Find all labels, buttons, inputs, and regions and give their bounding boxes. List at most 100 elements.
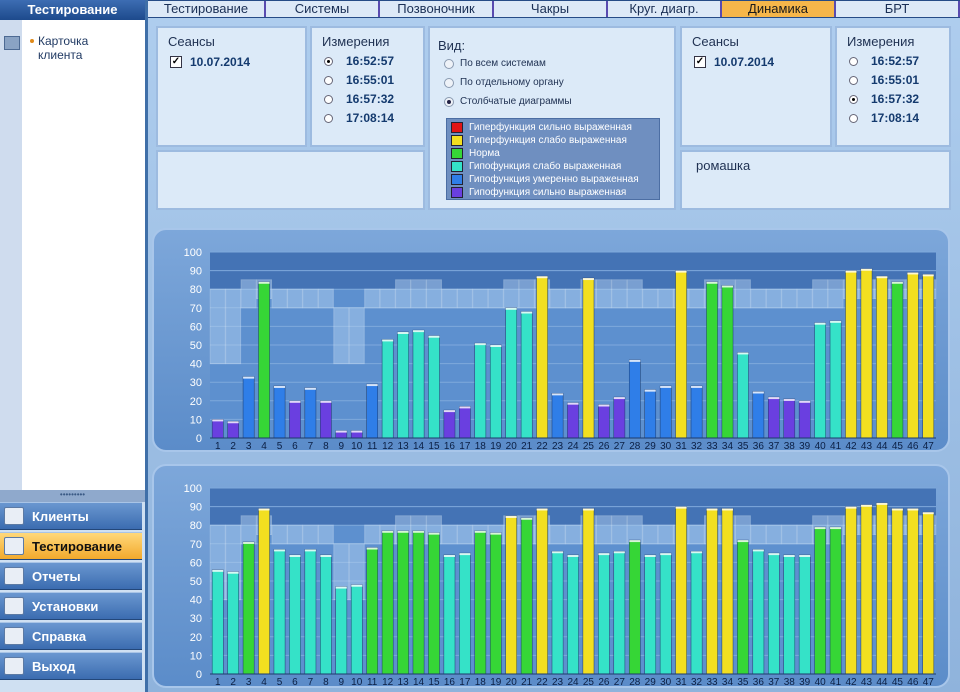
bar[interactable]: [767, 396, 780, 439]
bar[interactable]: [505, 307, 518, 439]
bar[interactable]: [273, 549, 286, 675]
bar[interactable]: [551, 393, 564, 439]
tab-6[interactable]: Динамика: [722, 1, 836, 17]
tab-3[interactable]: Позвоночник: [380, 1, 494, 17]
session-checkbox[interactable]: ✓ 10.07.2014: [694, 55, 774, 69]
bar[interactable]: [289, 400, 301, 439]
measure-radio[interactable]: 16:55:01: [324, 73, 394, 87]
bar[interactable]: [320, 400, 332, 439]
bar[interactable]: [628, 539, 641, 675]
measure-radio[interactable]: 17:08:14: [324, 111, 394, 125]
bar[interactable]: [536, 508, 548, 675]
bar[interactable]: [628, 359, 641, 439]
bar[interactable]: [567, 554, 579, 675]
nav-button-5[interactable]: Справка: [0, 622, 142, 650]
measure-radio[interactable]: 16:52:57: [324, 54, 394, 68]
bar[interactable]: [397, 530, 409, 675]
view-option[interactable]: По отдельному органу: [444, 77, 564, 88]
bar[interactable]: [814, 322, 826, 439]
bar[interactable]: [690, 385, 703, 439]
tab-2[interactable]: Системы: [266, 1, 380, 17]
bar[interactable]: [922, 274, 935, 439]
bar[interactable]: [211, 419, 224, 439]
bar[interactable]: [489, 532, 502, 675]
bar[interactable]: [798, 554, 811, 675]
view-option[interactable]: Столбчатые диаграммы: [444, 96, 572, 107]
view-option[interactable]: По всем системам: [444, 58, 546, 69]
panel-splitter[interactable]: •••••••••: [0, 490, 145, 502]
bar[interactable]: [366, 383, 379, 439]
bar[interactable]: [675, 506, 687, 675]
bar[interactable]: [567, 402, 579, 439]
tab-4[interactable]: Чакры: [494, 1, 608, 17]
bar[interactable]: [891, 508, 904, 675]
bar[interactable]: [659, 552, 672, 675]
bar[interactable]: [459, 406, 471, 439]
tab-7[interactable]: БРТ: [836, 1, 960, 17]
bar[interactable]: [412, 530, 425, 675]
session-checkbox[interactable]: ✓ 10.07.2014: [170, 55, 250, 69]
bar[interactable]: [706, 508, 718, 675]
measure-radio[interactable]: 16:57:32: [849, 92, 919, 106]
bar[interactable]: [752, 549, 765, 675]
bar[interactable]: [520, 311, 533, 439]
bar[interactable]: [907, 272, 919, 439]
bar[interactable]: [598, 552, 610, 675]
bar[interactable]: [814, 526, 826, 675]
bar[interactable]: [536, 275, 548, 439]
nav-button-3[interactable]: Отчеты: [0, 562, 142, 590]
bar[interactable]: [613, 396, 626, 439]
nav-button-6[interactable]: Выход: [0, 652, 142, 680]
bar[interactable]: [798, 400, 811, 439]
tab-1[interactable]: Тестирование: [148, 1, 266, 17]
bar[interactable]: [474, 342, 487, 439]
bar[interactable]: [428, 532, 440, 675]
bar[interactable]: [350, 584, 363, 675]
bar[interactable]: [381, 530, 394, 675]
nav-button-1[interactable]: Клиенты: [0, 502, 142, 530]
bar[interactable]: [273, 385, 286, 439]
measure-radio[interactable]: 16:52:57: [849, 54, 919, 68]
bar[interactable]: [829, 320, 842, 439]
bar[interactable]: [227, 571, 239, 675]
measure-radio[interactable]: 17:08:14: [849, 111, 919, 125]
bar[interactable]: [320, 554, 332, 675]
bar[interactable]: [258, 281, 270, 439]
bar[interactable]: [721, 508, 734, 675]
bar[interactable]: [829, 526, 842, 675]
bar[interactable]: [737, 539, 749, 675]
measure-radio[interactable]: 16:57:32: [324, 92, 394, 106]
tab-5[interactable]: Круг. диагр.: [608, 1, 722, 17]
bar[interactable]: [551, 550, 564, 675]
bar[interactable]: [397, 331, 409, 439]
bar[interactable]: [876, 502, 888, 675]
bar[interactable]: [767, 552, 780, 675]
bar[interactable]: [845, 270, 857, 439]
bar[interactable]: [211, 569, 224, 675]
bar[interactable]: [598, 404, 610, 439]
bar[interactable]: [474, 530, 487, 675]
bar[interactable]: [428, 335, 440, 439]
bar[interactable]: [644, 554, 657, 675]
bar[interactable]: [459, 552, 471, 675]
bar[interactable]: [891, 281, 904, 439]
bar[interactable]: [304, 549, 317, 675]
bar[interactable]: [737, 352, 749, 439]
bar[interactable]: [242, 376, 255, 439]
bar[interactable]: [443, 409, 456, 439]
bar[interactable]: [706, 281, 718, 439]
bar[interactable]: [690, 550, 703, 675]
bar[interactable]: [366, 547, 379, 675]
bar[interactable]: [907, 508, 919, 675]
bar[interactable]: [304, 387, 317, 439]
bar[interactable]: [289, 554, 301, 675]
bar[interactable]: [644, 389, 657, 439]
bar[interactable]: [582, 508, 595, 675]
bar[interactable]: [783, 398, 796, 439]
bar[interactable]: [721, 285, 734, 439]
bar[interactable]: [412, 329, 425, 439]
measure-radio[interactable]: 16:55:01: [849, 73, 919, 87]
bar[interactable]: [335, 586, 348, 675]
bar[interactable]: [520, 517, 533, 675]
bar[interactable]: [613, 550, 626, 675]
